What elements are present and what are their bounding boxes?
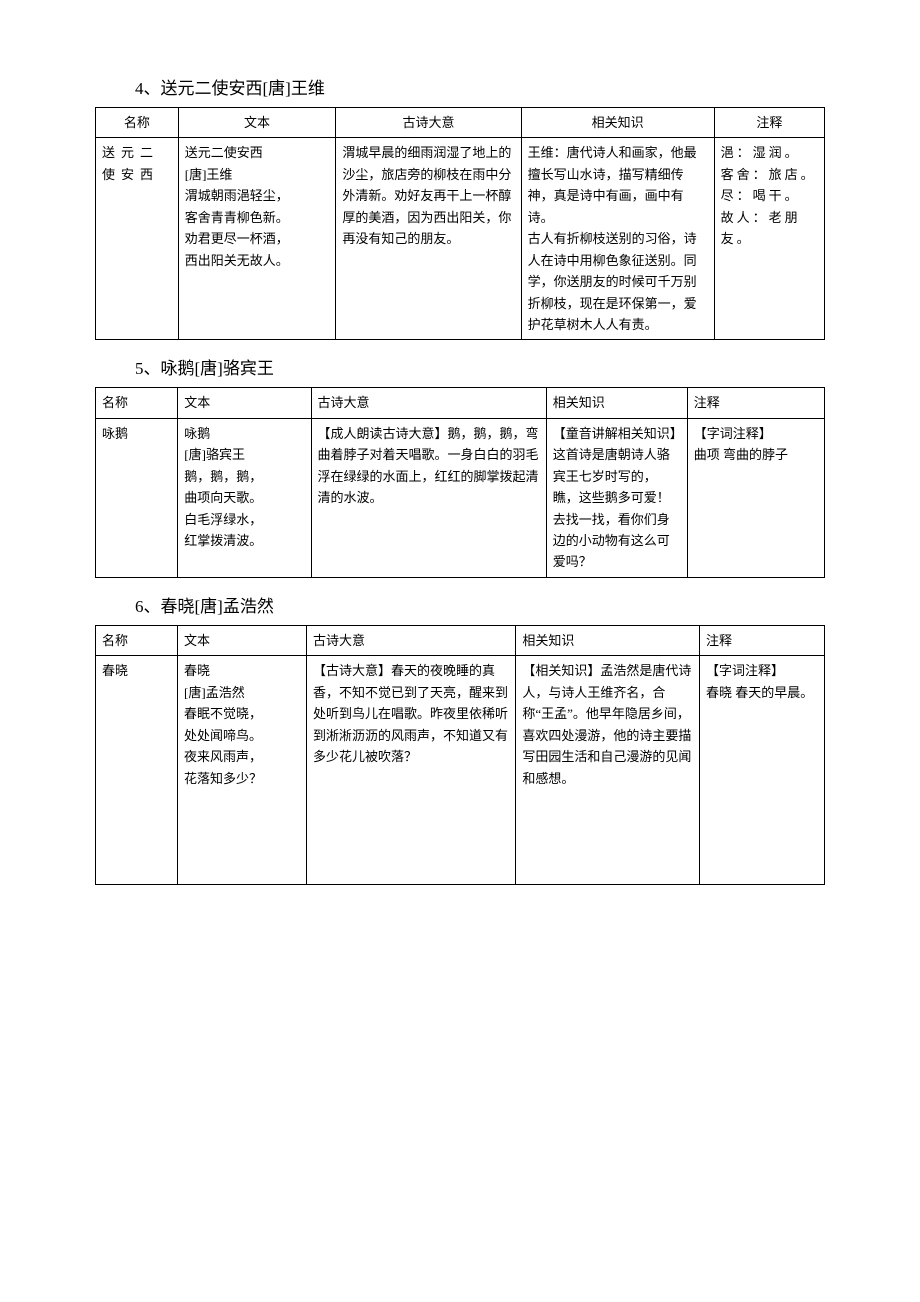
cell-notes: 【字词注释】 曲项 弯曲的脖子 (687, 418, 824, 577)
cell-name: 春晓 (96, 656, 178, 885)
header-knowledge: 相关知识 (516, 625, 700, 655)
cell-meaning: 【成人朗读古诗大意】鹅，鹅，鹅，弯曲着脖子对着天唱歌。一身白白的羽毛浮在绿绿的水… (311, 418, 546, 577)
cell-knowledge: 【童音讲解相关知识】这首诗是唐朝诗人骆宾王七岁时写的，瞧，这些鹅多可爱！去找一找… (546, 418, 687, 577)
section-heading-5: 5、咏鹅[唐]骆宾王 (135, 354, 825, 379)
header-notes: 注释 (699, 625, 824, 655)
poem-table-4: 名称 文本 古诗大意 相关知识 注释 送元二使安西 送元二使安西 [唐]王维 渭… (95, 107, 825, 340)
header-name: 名称 (96, 388, 178, 418)
header-name: 名称 (96, 625, 178, 655)
header-text: 文本 (178, 108, 336, 138)
cell-notes: 【字词注释】 春晓 春天的早晨。 (699, 656, 824, 885)
cell-knowledge: 【相关知识】孟浩然是唐代诗人，与诗人王维齐名，合称“王孟”。他早年隐居乡间，喜欢… (516, 656, 700, 885)
cell-notes: 浥：湿润。 客舍：旅店。 尽：喝干。 故人：老朋友。 (714, 138, 824, 340)
header-text: 文本 (178, 388, 311, 418)
header-knowledge: 相关知识 (521, 108, 714, 138)
poem-table-5: 名称 文本 古诗大意 相关知识 注释 咏鹅 咏鹅 [唐]骆宾王 鹅，鹅，鹅， 曲… (95, 387, 825, 578)
header-notes: 注释 (714, 108, 824, 138)
cell-knowledge: 王维：唐代诗人和画家，他最擅长写山水诗，描写精细传神，真是诗中有画，画中有诗。 … (521, 138, 714, 340)
header-meaning: 古诗大意 (311, 388, 546, 418)
poem-table-6: 名称 文本 古诗大意 相关知识 注释 春晓 春晓 [唐]孟浩然 春眠不觉晓， 处… (95, 625, 825, 885)
header-notes: 注释 (687, 388, 824, 418)
cell-text: 送元二使安西 [唐]王维 渭城朝雨浥轻尘， 客舍青青柳色新。 劝君更尽一杯酒， … (178, 138, 336, 340)
header-name: 名称 (96, 108, 179, 138)
header-meaning: 古诗大意 (306, 625, 515, 655)
header-text: 文本 (178, 625, 307, 655)
cell-meaning: 渭城早晨的细雨润湿了地上的沙尘，旅店旁的柳枝在雨中分外清新。劝好友再干上一杯醇厚… (336, 138, 521, 340)
cell-text: 春晓 [唐]孟浩然 春眠不觉晓， 处处闻啼鸟。 夜来风雨声， 花落知多少？ (178, 656, 307, 885)
cell-text: 咏鹅 [唐]骆宾王 鹅，鹅，鹅， 曲项向天歌。 白毛浮绿水， 红掌拨清波。 (178, 418, 311, 577)
cell-name: 咏鹅 (96, 418, 178, 577)
header-meaning: 古诗大意 (336, 108, 521, 138)
cell-name: 送元二使安西 (96, 138, 179, 340)
section-heading-4: 4、送元二使安西[唐]王维 (135, 74, 825, 99)
section-heading-6: 6、春晓[唐]孟浩然 (135, 592, 825, 617)
cell-meaning: 【古诗大意】春天的夜晚睡的真香，不知不觉已到了天亮，醒来到处听到鸟儿在唱歌。昨夜… (306, 656, 515, 885)
header-knowledge: 相关知识 (546, 388, 687, 418)
